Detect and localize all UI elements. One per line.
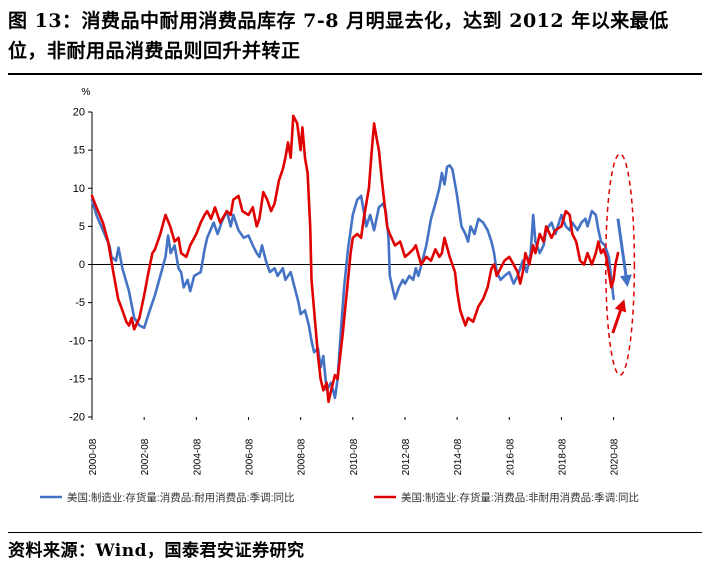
x-tick-label: 2006-08 <box>244 438 255 475</box>
x-tick-label: 2012-08 <box>401 438 412 475</box>
legend-label-nondurable: 美国:制造业:存货量:消费品:非耐用消费品:季调:同比 <box>401 491 639 504</box>
x-tick-label: 2018-08 <box>557 438 568 475</box>
blue-down-arrow <box>616 218 632 288</box>
y-tick-label: -10 <box>69 335 85 347</box>
x-tick-label: 2002-08 <box>140 438 151 475</box>
x-tick-label: 2000-08 <box>88 438 99 475</box>
title-divider <box>8 73 702 75</box>
y-tick-label: 15 <box>73 145 85 157</box>
y-tick-label: -20 <box>69 412 85 424</box>
nondurable-goods-series-line <box>90 114 620 404</box>
legend-label-durable: 美国:制造业:存货量:消费品:耐用消费品:季调:同比 <box>67 491 295 504</box>
durable-goods-series-line <box>90 164 615 400</box>
line-chart: % -20 -15 -10 -5 0 5 10 15 20 2000-08 2002-08 2004-… <box>40 87 639 504</box>
source-divider <box>8 532 702 533</box>
y-tick-label: 20 <box>73 107 85 119</box>
x-tick-label: 2010-08 <box>349 438 360 475</box>
red-up-arrow <box>611 299 627 334</box>
y-tick-label: -5 <box>75 297 85 309</box>
x-tick-label: 2008-08 <box>297 438 308 475</box>
x-tick-label: 2014-08 <box>453 438 464 475</box>
y-tick-label: 5 <box>79 221 85 233</box>
y-tick-label: 0 <box>79 259 85 271</box>
x-tick-label: 2016-08 <box>505 438 516 475</box>
y-tick-label: -15 <box>69 373 85 385</box>
x-tick-label: 2004-08 <box>192 438 203 475</box>
y-tick-label: 10 <box>73 183 85 195</box>
y-axis-unit-label: % <box>82 87 91 98</box>
highlight-dashed-ellipse <box>604 153 636 376</box>
source-note: 资料来源：Wind，国泰君安证券研究 <box>8 541 305 561</box>
figure-title: 图 13：消费品中耐用消费品库存 7-8 月明显去化，达到 2012 年以来最低… <box>8 10 669 62</box>
x-tick-label: 2020-08 <box>610 438 621 475</box>
